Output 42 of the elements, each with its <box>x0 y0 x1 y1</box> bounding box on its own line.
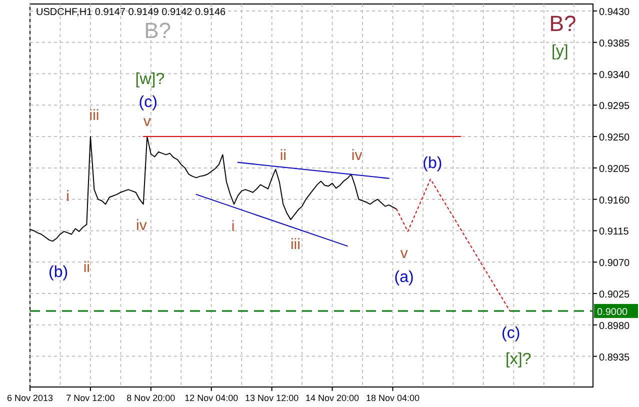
annotation: (a) <box>394 269 414 286</box>
y-tick-label: 0.9385 <box>599 38 630 50</box>
y-tick-label: 0.9115 <box>599 226 630 238</box>
y-tick-label: 0.9025 <box>599 290 630 301</box>
annotation: iv <box>351 146 363 164</box>
annotation: (b) <box>422 155 442 172</box>
x-tick-label: 8 Nov 20:00 <box>126 393 176 403</box>
annotation: iv <box>136 216 148 234</box>
line-series <box>396 178 510 312</box>
x-tick-label: 12 Nov 04:00 <box>184 393 238 403</box>
annotation: iii <box>89 106 100 124</box>
y-tick-label: 0.9160 <box>599 195 630 206</box>
y-tick-label: 0.9340 <box>599 70 630 81</box>
annotation: (b) <box>48 264 68 282</box>
annotation: ii <box>280 146 286 164</box>
y-tick-label: 0.9205 <box>599 164 630 175</box>
annotation: i <box>231 218 235 235</box>
annotation: v <box>400 244 408 262</box>
annotation: i <box>66 188 70 205</box>
y-tick-label: 0.9430 <box>599 6 630 18</box>
annotation: (c) <box>138 94 158 112</box>
annotation: [w]? <box>135 71 165 88</box>
x-tick-label: 6 Nov 2013 <box>6 393 54 403</box>
ref-line-label: 0.9000 <box>597 306 628 318</box>
annotation: B? <box>144 18 171 43</box>
y-tick-label: 0.8980 <box>599 320 630 332</box>
y-tick-label: 0.9250 <box>599 132 630 144</box>
x-tick-label: 13 Nov 12:00 <box>245 393 299 403</box>
y-tick-label: 0.9070 <box>599 258 630 270</box>
x-tick-label: 14 Nov 20:00 <box>306 393 360 403</box>
annotation: [y] <box>551 43 568 60</box>
chart-title: USDCHF,H1 0.9147 0.9149 0.9142 0.9146 <box>36 7 226 18</box>
annotation: v <box>143 112 152 130</box>
x-tick-label: 7 Nov 12:00 <box>66 393 115 403</box>
annotation: [x]? <box>505 351 532 368</box>
y-tick-label: 0.9295 <box>599 101 630 112</box>
y-tick-label: 0.8935 <box>599 352 630 364</box>
x-tick-label: 18 Nov 04:00 <box>366 393 420 403</box>
annotation: B? <box>549 10 576 36</box>
annotation: (c) <box>501 325 520 342</box>
annotation: iii <box>290 236 300 253</box>
annotation: ii <box>83 258 90 276</box>
